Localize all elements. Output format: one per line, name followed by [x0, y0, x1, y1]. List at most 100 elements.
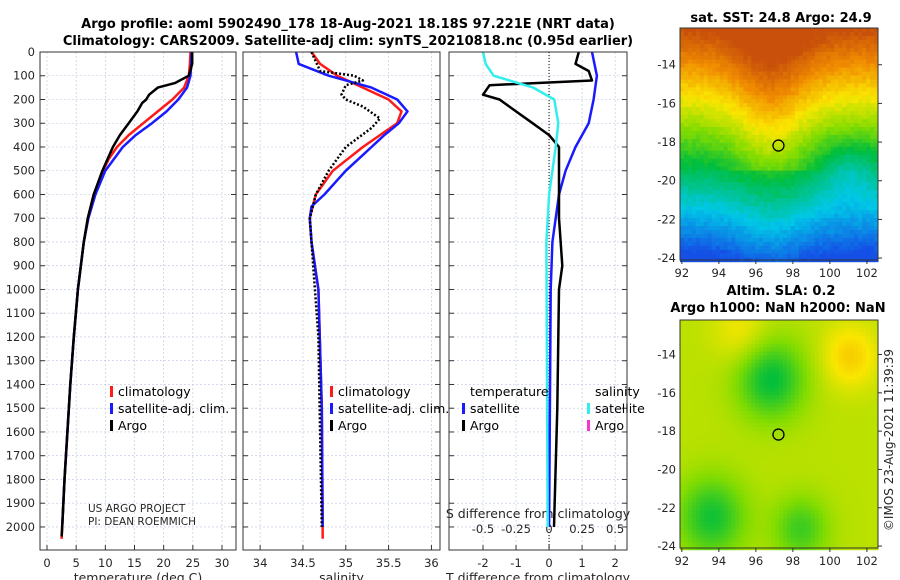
map-cell [830, 154, 835, 160]
map-cell [779, 423, 784, 428]
map-cell [727, 198, 732, 203]
map-cell [786, 371, 792, 376]
map-cell [687, 371, 693, 376]
map-cell [790, 230, 796, 235]
map-cell [802, 249, 808, 255]
map-cell [747, 111, 752, 116]
map-cell [755, 43, 760, 49]
map-cell [798, 186, 804, 191]
map-cell [854, 32, 859, 37]
map-cell [699, 411, 705, 416]
map-cell [763, 415, 768, 420]
map-cell [858, 237, 863, 243]
map-cell [814, 343, 820, 349]
map-cell [735, 174, 740, 179]
map-cell [703, 95, 709, 100]
map-cell [680, 103, 685, 108]
map-cell [695, 335, 701, 341]
map-cell [759, 347, 764, 353]
map-cell [830, 59, 835, 65]
map-cell [806, 415, 812, 420]
map-cell [759, 226, 764, 231]
map-cell [866, 131, 871, 136]
map-cell [687, 39, 693, 45]
map-cell [684, 423, 689, 428]
map-cell [842, 99, 847, 104]
map-cell [723, 166, 729, 172]
map-cell [783, 194, 788, 199]
map-cell [822, 375, 828, 380]
map-cell [687, 182, 693, 187]
map-cell [684, 55, 689, 61]
map-cell [806, 174, 812, 179]
map-cell [834, 103, 839, 108]
map-cell [810, 71, 816, 77]
map-cell [846, 71, 851, 77]
map2-title-line1: Altim. SLA: 0.2 [727, 284, 836, 299]
map-cell [834, 379, 839, 384]
map-cell [755, 442, 760, 448]
map-cell [858, 415, 863, 420]
map-cell [743, 190, 748, 195]
map-cell [759, 35, 764, 41]
map-cell [715, 210, 721, 215]
map-cell [834, 28, 839, 33]
map-cell [838, 190, 843, 195]
map-cell [806, 399, 812, 404]
map-cell [711, 79, 717, 84]
map-cell [858, 331, 863, 337]
map-cell [786, 59, 792, 65]
map-cell [735, 43, 740, 49]
map-cell [711, 186, 717, 191]
map-cell [739, 202, 744, 207]
map-cell [798, 375, 804, 380]
map-cell [767, 134, 772, 140]
map-cell [695, 111, 701, 116]
map-cell [747, 158, 752, 164]
map-cell [707, 367, 713, 372]
map-cell [818, 343, 824, 349]
map-cell [719, 115, 725, 120]
map-cell [680, 391, 685, 396]
map-cell [739, 107, 744, 112]
map-cell [703, 51, 709, 57]
map-cell [751, 115, 756, 120]
map-cell [830, 162, 835, 168]
map-cell [814, 391, 820, 396]
map-cell [806, 419, 812, 424]
map-cell [715, 343, 721, 349]
map-cell [691, 233, 697, 239]
map-cell [822, 146, 828, 152]
map-cell [850, 367, 855, 372]
map-cell [830, 253, 835, 259]
map-cell [715, 87, 721, 92]
map-cell [783, 198, 788, 203]
map-cell [818, 202, 824, 207]
map-cell [691, 331, 697, 337]
map-cell [842, 43, 847, 49]
map-cell [723, 367, 729, 372]
map-cell [747, 166, 752, 172]
map-cell [771, 320, 776, 325]
x-axis-label: T difference from climatology [445, 570, 631, 580]
map-cell [771, 99, 776, 104]
map-cell [830, 218, 835, 223]
map-cell [810, 95, 816, 100]
map-cell [870, 138, 875, 144]
map-cell [846, 134, 851, 140]
map-cell [731, 131, 736, 136]
map-cell [810, 51, 816, 57]
map-cell [763, 230, 768, 235]
map-cell [870, 426, 875, 432]
map-cell [846, 222, 851, 227]
map-cell [806, 407, 812, 412]
map-cell [684, 454, 689, 460]
map-cell [854, 399, 859, 404]
map-cell [771, 379, 776, 384]
map-cell [735, 39, 740, 45]
map-cell [680, 241, 685, 247]
map-cell [715, 134, 721, 140]
map-cell [826, 87, 831, 92]
map-cell [802, 170, 808, 176]
map-cell [695, 87, 701, 92]
